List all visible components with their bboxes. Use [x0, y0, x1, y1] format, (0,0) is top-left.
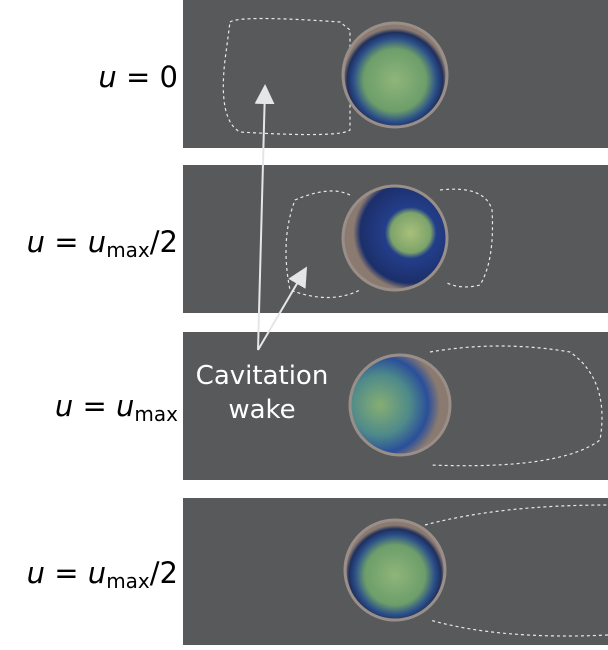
droplet [350, 355, 450, 455]
droplet [343, 186, 447, 290]
label-part: u [27, 556, 45, 590]
label-part: = [73, 389, 116, 423]
label-part: = 0 [117, 60, 178, 94]
label-part: u [27, 225, 45, 259]
droplet [343, 23, 447, 127]
label-part: /2 [150, 556, 178, 590]
annotation-line: wake [228, 395, 295, 425]
label-part: u [88, 225, 106, 259]
label-part: u [55, 389, 73, 423]
label-part: /2 [150, 225, 178, 259]
panel-images [183, 0, 608, 645]
label-part: max [106, 569, 150, 593]
figure: Cavitation wake u = 0u = umax/2u = umaxu… [0, 0, 608, 650]
label-part: = [45, 225, 88, 259]
annotation-line: Cavitation [196, 361, 329, 391]
label-part: max [106, 238, 150, 262]
label-part: = [45, 556, 88, 590]
label-part: u [116, 389, 134, 423]
label-part: u [88, 556, 106, 590]
panel-label: u = 0 [98, 60, 178, 94]
label-part: u [98, 60, 116, 94]
droplet [345, 520, 445, 620]
panel-label: u = umax/2 [27, 556, 178, 593]
panel-label: u = umax/2 [27, 225, 178, 262]
label-part: max [134, 402, 178, 426]
panel-label: u = umax [55, 389, 178, 426]
